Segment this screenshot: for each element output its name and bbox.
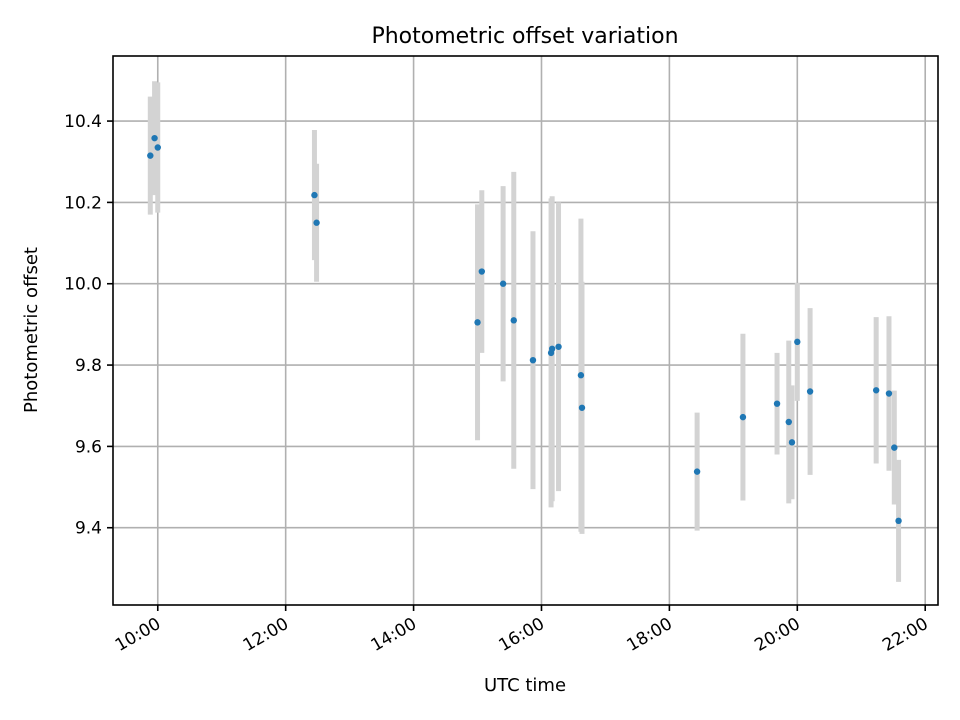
data-point: [895, 517, 902, 525]
data-point: [478, 268, 485, 275]
data-point: [785, 418, 792, 426]
data-point: [154, 144, 161, 151]
y-tick-label: 9.4: [75, 519, 102, 539]
data-point: [577, 372, 585, 379]
data-point: [529, 356, 537, 364]
data-point: [510, 317, 517, 324]
x-axis-label: UTC time: [484, 675, 566, 696]
x-tick-label: 20:00: [751, 614, 803, 656]
x-tick-label: 14:00: [368, 614, 420, 656]
y-tick-label: 9.8: [75, 356, 102, 376]
data-point: [578, 404, 586, 411]
y-tick-label: 10.2: [64, 193, 102, 213]
data-point: [693, 468, 701, 475]
data-point: [806, 388, 814, 395]
data-point: [147, 152, 154, 159]
axis-ticks: 10:00 12:00 14:00 16:00 18:00 20:00 22:00 9.4 9.…: [64, 112, 932, 656]
data-point: [151, 134, 158, 142]
data-points: [147, 134, 902, 525]
grid: [113, 56, 938, 605]
data-point: [499, 280, 507, 287]
x-tick-label: 12:00: [240, 614, 292, 656]
chart-title: Photometric offset variation: [371, 24, 678, 49]
data-point: [548, 345, 556, 352]
x-tick-label: 10:00: [112, 614, 164, 656]
y-tick-label: 10.0: [64, 275, 102, 295]
error-bars: [147, 81, 902, 582]
data-point: [739, 413, 747, 421]
y-axis-label: Photometric offset: [21, 247, 42, 413]
data-point: [885, 390, 893, 397]
x-tick-label: 22:00: [879, 614, 931, 656]
data-point: [311, 191, 318, 199]
y-tick-label: 10.4: [64, 112, 102, 132]
data-point: [788, 439, 796, 446]
x-tick-label: 18:00: [623, 614, 675, 656]
data-point: [773, 400, 781, 407]
data-point: [794, 338, 801, 346]
plot-frame: [112, 55, 939, 606]
data-point: [872, 387, 880, 394]
data-point: [474, 319, 481, 326]
x-tick-label: 16:00: [496, 614, 548, 656]
data-point: [313, 219, 320, 226]
y-tick-label: 9.6: [75, 437, 102, 457]
data-point: [891, 444, 898, 451]
data-point: [555, 343, 562, 350]
